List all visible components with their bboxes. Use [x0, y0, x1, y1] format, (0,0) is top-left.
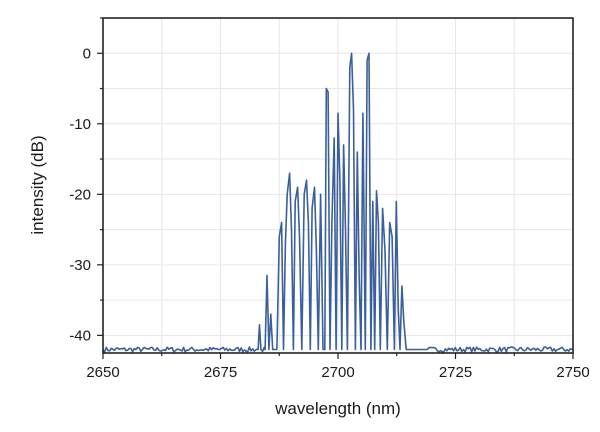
y-tick-label: -30: [69, 257, 91, 274]
y-tick-label: 0: [83, 45, 91, 62]
x-tick-label: 2725: [439, 364, 472, 381]
y-tick-label: -10: [69, 116, 91, 133]
x-axis-label: wavelength (nm): [274, 399, 401, 418]
x-tick-label: 2675: [204, 364, 237, 381]
x-tick-label: 2750: [556, 364, 589, 381]
y-axis-label: intensity (dB): [28, 135, 47, 234]
series-line-intensity: [102, 52, 574, 353]
y-tick-label: -40: [69, 327, 91, 344]
y-tick-label: -20: [69, 186, 91, 203]
x-tick-label: 2700: [321, 364, 354, 381]
axis-ticks: 2650 2675 2700 2725 2750 0 -10 -20 -30 -40: [69, 17, 590, 381]
x-tick-label: 2650: [86, 364, 119, 381]
